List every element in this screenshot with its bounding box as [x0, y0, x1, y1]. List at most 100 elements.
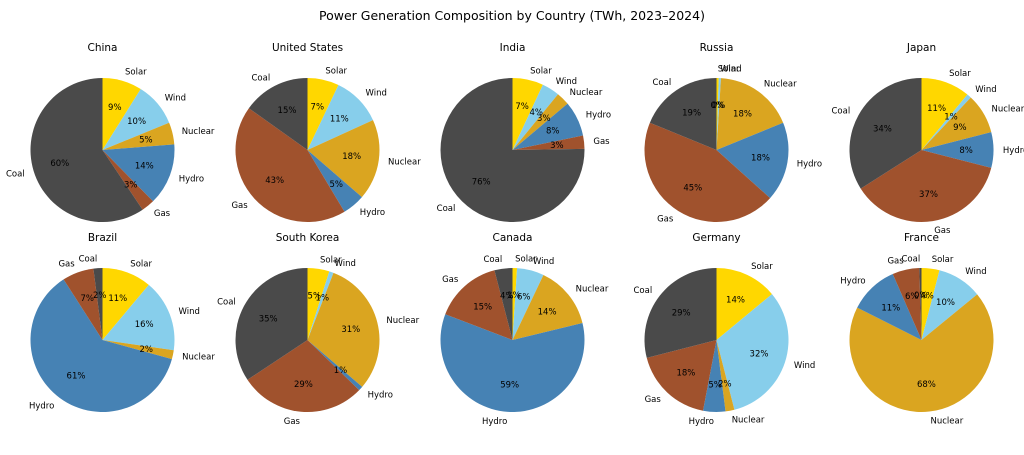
- pie-slice-nuclear: [921, 97, 992, 150]
- slice-label-hydro: Hydro: [585, 110, 610, 120]
- pie-slice-coal: [494, 268, 513, 340]
- pct-label-wind: 10%: [127, 117, 146, 127]
- slice-label-coal: Coal: [902, 255, 921, 265]
- pct-label-gas: 3%: [550, 141, 564, 151]
- slice-label-solar: Solar: [325, 66, 347, 76]
- pie-slice-gas: [235, 108, 345, 222]
- subplot-title: China: [88, 42, 118, 54]
- pie-slice-nuclear: [716, 340, 735, 412]
- pct-label-nuclear: 18%: [733, 110, 752, 120]
- pie-slice-gas: [444, 270, 513, 340]
- pie-chart-china: China 9% Solar 10% Wind 5% Nuclear 14% Hydro 3% G…: [6, 42, 215, 222]
- slice-label-solar: Solar: [515, 255, 537, 265]
- pie-slice-hydro: [703, 340, 726, 412]
- pie-slice-wind: [102, 88, 170, 150]
- slice-label-hydro: Hydro: [360, 208, 385, 218]
- pct-label-nuclear: 2%: [139, 345, 153, 355]
- slice-label-nuclear: Nuclear: [992, 104, 1024, 114]
- pct-label-hydro: 61%: [67, 372, 86, 382]
- pie-chart-russia: Russia 0%Solar0%Wind18%Nuclear18%Hydro45…: [644, 42, 822, 225]
- subplot-china: China 9% Solar 10% Wind 5% Nuclear 14% Hydro 3% G…: [0, 36, 215, 226]
- pie-slice-solar: [716, 78, 720, 150]
- pct-label-coal: 29%: [672, 308, 691, 318]
- slice-label-wind: Wind: [179, 307, 200, 317]
- slice-label-solar: Solar: [125, 68, 147, 78]
- pie-slice-hydro: [307, 340, 362, 391]
- pct-label-nuclear: 2%: [719, 380, 733, 390]
- pie-slice-wind: [716, 78, 722, 150]
- pct-label-solar: 7%: [310, 102, 324, 112]
- slice-label-wind: Wind: [965, 267, 986, 277]
- slice-label-wind: Wind: [365, 89, 386, 99]
- slice-label-coal: Coal: [217, 297, 236, 307]
- slice-label-hydro: Hydro: [840, 277, 865, 287]
- slice-label-nuclear: Nuclear: [931, 417, 964, 427]
- pct-label-wind: 4%: [529, 108, 543, 118]
- pct-label-solar: 11%: [108, 294, 127, 304]
- slice-label-nuclear: Nuclear: [575, 285, 608, 295]
- slice-label-coal: Coal: [832, 107, 851, 117]
- slice-label-coal: Coal: [436, 204, 455, 214]
- subplot-title: Brazil: [88, 232, 117, 244]
- pct-label-gas: 45%: [684, 184, 703, 194]
- pct-label-coal: 34%: [873, 124, 892, 134]
- pct-label-solar: 7%: [515, 102, 529, 112]
- subplot-japan: Japan 11% Solar 1% Wind 9% Nuclear 8% Hydro 37% G…: [819, 36, 1024, 236]
- subplot-south-korea: South Korea 5% Solar 1% Wind 31% Nuclear 1% Hyd…: [205, 226, 420, 427]
- pie-slice-hydro: [716, 122, 789, 199]
- pct-label-wind: 0%: [712, 101, 726, 111]
- pie-slice-coal: [248, 78, 308, 150]
- pie-slice-coal: [93, 268, 103, 340]
- pct-label-solar: 11%: [927, 104, 946, 114]
- pie-slice-gas: [247, 340, 359, 412]
- pie-chart-brazil: Brazil 11% Solar 16% Wind 2% Nuclear 61% Hydro 7…: [29, 232, 215, 412]
- pie-slice-solar: [102, 78, 141, 150]
- pct-label-gas: 15%: [473, 303, 492, 313]
- slice-label-wind: Wind: [721, 65, 742, 75]
- slice-label-gas: Gas: [58, 259, 75, 269]
- pie-chart-united-states: United States 7% Solar 11% Wind 18% Nuclear 5%…: [231, 42, 421, 222]
- pie-slice-nuclear: [512, 274, 583, 340]
- subplot-title: Germany: [693, 232, 741, 244]
- pct-label-gas: 3%: [124, 180, 138, 190]
- slice-label-gas: Gas: [645, 395, 662, 405]
- pct-label-gas: 43%: [265, 176, 284, 186]
- pct-label-solar: 1%: [507, 291, 521, 301]
- slice-label-wind: Wind: [555, 77, 576, 87]
- pie-slice-wind: [307, 84, 373, 150]
- pct-label-wind: 10%: [936, 298, 955, 308]
- pct-label-nuclear: 3%: [537, 114, 551, 124]
- pct-label-nuclear: 14%: [537, 308, 556, 318]
- pie-slice-solar: [512, 78, 543, 150]
- pct-label-hydro: 1%: [334, 366, 348, 376]
- pct-label-gas: 6%: [905, 292, 919, 302]
- pie-slice-hydro: [30, 279, 172, 412]
- slice-label-solar: Solar: [949, 69, 971, 79]
- subplot-brazil: Brazil 11% Solar 16% Wind 2% Nuclear 61% Hydro 7…: [0, 226, 215, 416]
- slice-label-gas: Gas: [888, 256, 905, 266]
- pct-label-hydro: 5%: [709, 380, 723, 390]
- slice-label-hydro: Hydro: [797, 160, 822, 170]
- slice-label-nuclear: Nuclear: [388, 157, 421, 167]
- pct-label-hydro: 5%: [329, 180, 343, 190]
- pie-slice-solar: [102, 268, 149, 340]
- pie-slice-wind: [512, 268, 544, 340]
- pct-label-coal: 4%: [500, 292, 514, 302]
- pie-slice-gas: [860, 150, 992, 222]
- slice-label-wind: Wind: [334, 259, 355, 269]
- slice-label-gas: Gas: [442, 275, 459, 285]
- pct-label-gas: 29%: [294, 380, 313, 390]
- pie-slice-hydro: [921, 132, 994, 168]
- pct-label-nuclear: 31%: [341, 325, 360, 335]
- pct-label-hydro: 8%: [960, 146, 974, 156]
- pie-slice-wind: [307, 271, 334, 340]
- slice-label-solar: Solar: [530, 66, 552, 76]
- pie-slice-coal: [849, 78, 922, 189]
- slice-label-coal: Coal: [653, 78, 672, 88]
- pie-slice-gas: [102, 150, 154, 210]
- slice-label-hydro: Hydro: [1003, 146, 1024, 156]
- pct-label-hydro: 8%: [546, 126, 560, 136]
- pie-chart-france: France 4% Solar 10% Wind 68% Nuclear 11% Hydro 6…: [840, 232, 994, 427]
- pie-slice-solar: [921, 78, 968, 150]
